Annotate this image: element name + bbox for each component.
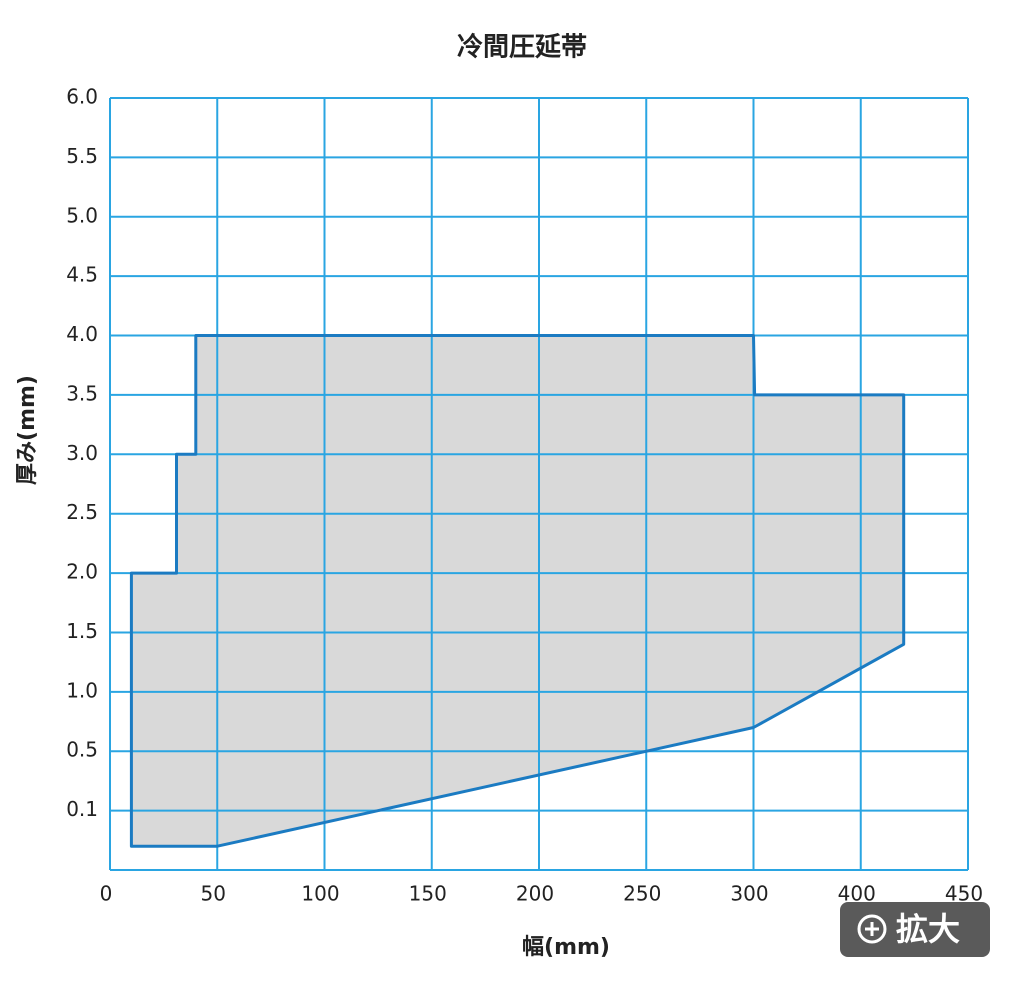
y-tick-label: 5.5 [66,144,98,168]
y-tick-label: 1.5 [66,619,98,643]
button-label[interactable]: 拡大 [896,910,960,948]
y-tick-label: 4.0 [66,322,98,346]
y-tick-label: 1.0 [66,678,98,702]
x-axis-title: 幅(mm) [522,935,610,960]
x-tick-label: 150 [409,882,447,906]
x-tick-label: 50 [201,882,226,906]
y-tick-label: 3.0 [66,441,98,465]
x-tick-label: 400 [838,882,876,906]
x-tick-label: 100 [301,882,339,906]
x-tick-label: 300 [730,882,768,906]
x-tick-label: 0 [100,882,113,906]
chart-title: 冷間圧延帯 [457,32,587,63]
y-axis-title: 厚み(mm) [15,375,40,485]
zoom-button[interactable]: 拡大 [840,902,990,957]
area-outline [129,334,906,848]
zoom-icon [857,914,887,944]
area [131,335,904,847]
y-tick-label: 2.0 [66,560,98,584]
y-tick-label: 0.5 [66,738,98,762]
x-tick-label: 450 [945,882,983,906]
y-tick-label: 5.0 [66,203,98,227]
y-tick-label: 3.5 [66,381,98,405]
y-tick-label: 0.1 [66,797,98,821]
x-tick-label: 200 [516,882,554,906]
x-tick-label: 250 [623,882,661,906]
y-tick-label: 6.0 [66,85,98,109]
y-tick-label: 2.5 [66,500,98,524]
y-tick-label: 4.5 [66,263,98,287]
